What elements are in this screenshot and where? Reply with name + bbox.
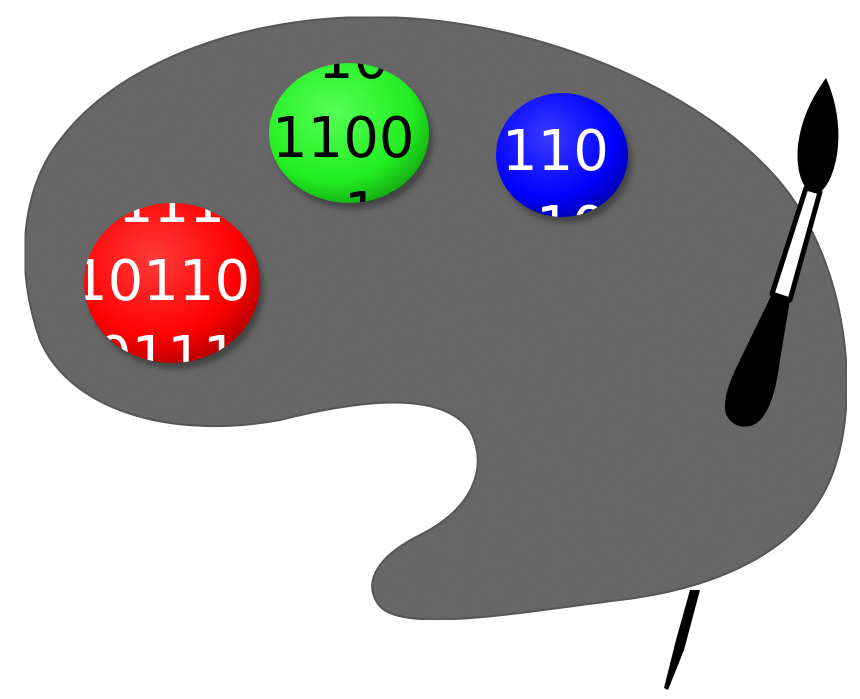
brush-tip: [664, 590, 700, 690]
brush-bristles: [797, 78, 839, 192]
paint-blob-green: 10 1100 10: [269, 27, 429, 203]
green-digits-row-2: 1100: [272, 106, 415, 171]
blue-digits-row-1: 110: [502, 119, 609, 184]
palette-board: [23, 15, 848, 621]
green-digits-row-1: 10: [318, 27, 389, 92]
brush-handle: [724, 294, 790, 427]
red-digits-row-2: 10110: [72, 249, 250, 314]
paintbrush: [724, 78, 839, 427]
